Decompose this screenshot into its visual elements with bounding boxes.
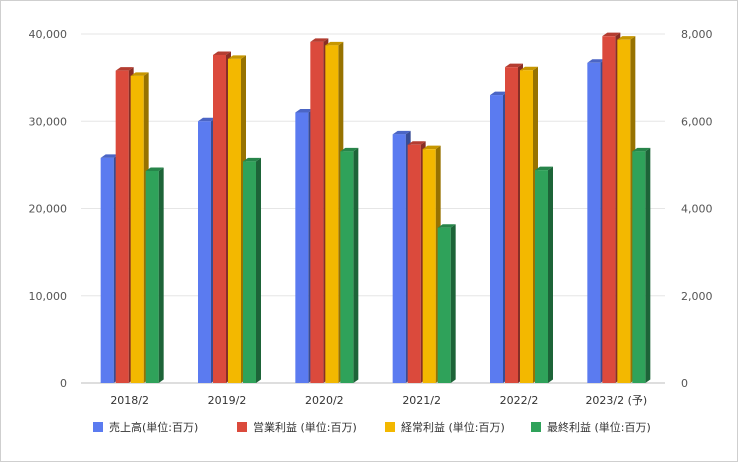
right-axis-ticks: 0 2,000 4,000 6,000 8,000 — [681, 28, 713, 390]
bars — [100, 32, 651, 384]
left-tick-label: 30,000 — [29, 115, 68, 128]
legend-label: 売上高(単位:百万) — [109, 420, 198, 434]
right-tick-label: 0 — [681, 377, 688, 390]
category-label: 2023/2 (予) — [585, 394, 647, 407]
left-axis-ticks: 0 10,000 20,000 30,000 40,000 — [29, 28, 68, 390]
left-tick-label: 10,000 — [29, 290, 68, 303]
legend-label: 経常利益 (単位:百万) — [401, 420, 505, 434]
legend-swatch — [237, 422, 247, 432]
legend-swatch — [531, 422, 541, 432]
category-label: 2019/2 — [208, 394, 247, 407]
left-tick-label: 20,000 — [29, 203, 68, 216]
category-label: 2018/2 — [110, 394, 149, 407]
category-labels: 2018/2 2019/2 2020/2 2021/2 2022/2 2023/2 (予) — [110, 394, 647, 407]
right-tick-label: 8,000 — [681, 28, 713, 41]
bar-4-2018/2 — [145, 167, 164, 383]
legend-item-1[interactable]: 売上高(単位:百万) — [93, 420, 198, 434]
legend-swatch — [385, 422, 395, 432]
legend-item-2[interactable]: 営業利益 (単位:百万) — [237, 420, 357, 434]
bar-4-2022/2 — [535, 166, 553, 383]
category-label: 2021/2 — [402, 394, 441, 407]
bar-4-2023/2 (予) — [632, 147, 651, 383]
legend-item-4[interactable]: 最終利益 (単位:百万) — [531, 420, 651, 434]
legend-swatch — [93, 422, 103, 432]
category-label: 2020/2 — [305, 394, 344, 407]
bar-4-2020/2 — [340, 147, 359, 383]
right-tick-label: 6,000 — [681, 115, 713, 128]
right-tick-label: 2,000 — [681, 290, 713, 303]
legend-label: 営業利益 (単位:百万) — [253, 420, 357, 434]
left-tick-label: 0 — [60, 377, 67, 390]
legend-item-3[interactable]: 経常利益 (単位:百万) — [385, 420, 505, 434]
legend-label: 最終利益 (単位:百万) — [547, 420, 651, 434]
bar-4-2019/2 — [243, 157, 261, 383]
right-tick-label: 4,000 — [681, 203, 713, 216]
category-label: 2022/2 — [500, 394, 539, 407]
left-tick-label: 40,000 — [29, 28, 68, 41]
legend: 売上高(単位:百万) 営業利益 (単位:百万) 経常利益 (単位:百万) 最終利益 (… — [93, 420, 651, 434]
gridlines — [81, 33, 665, 384]
bar-4-2021/2 — [437, 224, 456, 383]
